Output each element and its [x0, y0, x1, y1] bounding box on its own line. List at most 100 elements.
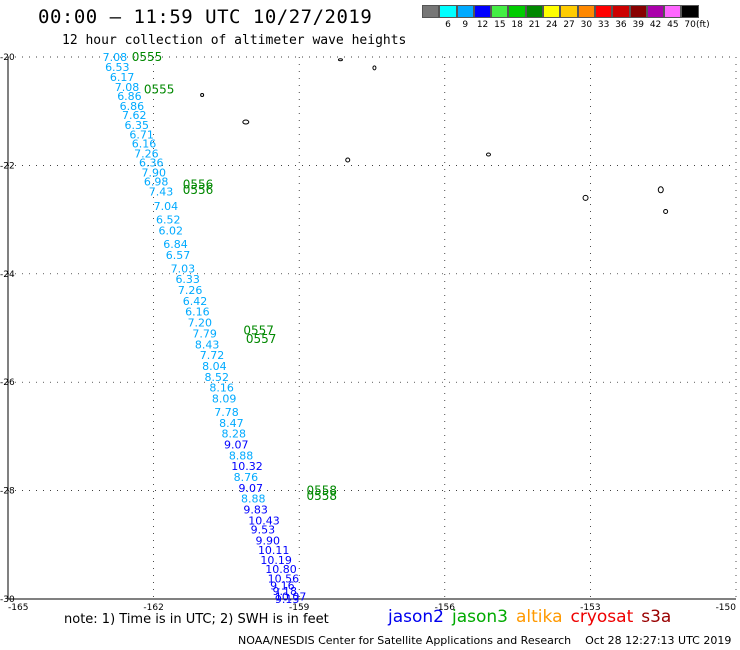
wave-height-value: 8.88	[241, 493, 266, 506]
legend-swatch	[508, 5, 526, 18]
legend-swatch	[473, 5, 492, 18]
pass-time-label: 0556	[183, 183, 214, 197]
wave-height-value: 8.76	[234, 471, 259, 484]
wave-height-value: 8.52	[205, 371, 230, 384]
legend-swatch	[577, 5, 595, 18]
wave-height-value: 7.72	[200, 349, 225, 362]
island-outline	[337, 58, 343, 62]
credit-text: NOAA/NESDIS Center for Satellite Applica…	[238, 634, 572, 647]
wave-height-value: 10.43	[248, 514, 279, 527]
legend-swatch	[422, 5, 440, 18]
legend-label: 45	[667, 20, 679, 30]
lat-tick-label: -20	[0, 53, 15, 63]
wave-height-value: 6.84	[163, 238, 188, 251]
lat-tick-label: -26	[0, 378, 15, 388]
wave-height-value: 7.26	[178, 284, 203, 297]
legend-label: 70	[684, 20, 696, 30]
wave-height-value: 9.53	[251, 524, 276, 537]
wave-height-value: 6.98	[144, 176, 169, 189]
satellite-name: s3a	[641, 607, 672, 627]
wave-height-value: 7.26	[134, 147, 159, 160]
island-outline	[582, 194, 589, 201]
lon-tick-label: -165	[8, 603, 28, 613]
lat-lon-grid	[7, 56, 737, 600]
legend-label: 21	[528, 20, 541, 30]
color-legend: 6 9 12 15 18 21 24 27 30 33 36 39 42 45 70 (ft)	[422, 5, 710, 32]
wave-height-value: 6.02	[158, 224, 183, 237]
wave-height-value: 6.86	[117, 90, 142, 103]
wave-height-value: 9.07	[239, 482, 263, 495]
island-outline	[345, 157, 351, 163]
lon-tick-label: -153	[580, 603, 600, 613]
chart-title: 00:00 – 11:59 UTC 10/27/2019	[38, 6, 373, 28]
wave-height-value: 8.09	[212, 392, 237, 405]
island-outline	[242, 119, 250, 125]
wave-height-value: 6.33	[175, 273, 200, 286]
wave-height-value: 10.32	[231, 460, 263, 473]
wave-height-value: 6.42	[183, 295, 208, 308]
wave-height-value: 7.62	[122, 109, 147, 122]
pass-time-label: 0555	[144, 83, 175, 97]
legend-label: 36	[615, 20, 627, 30]
wave-height-value: 9.16	[270, 579, 295, 592]
legend-swatch	[681, 5, 699, 18]
legend-swatch	[629, 5, 647, 18]
wave-height-value: 8.43	[195, 338, 220, 351]
legend-label: 24	[546, 20, 558, 30]
wave-height-value: 6.57	[166, 249, 191, 262]
pass-time-label: 0558	[306, 484, 337, 498]
wave-height-value: 6.71	[129, 129, 154, 142]
map-frame	[7, 57, 736, 600]
wave-height-value: 8.28	[222, 428, 247, 441]
axis-tick-labels: -20 -22 -24 -26 -28 -30-165 -162 -159 -156 -153 -1…	[0, 53, 736, 613]
pass-time-label: 0555	[132, 50, 163, 64]
wave-height-value: 7.78	[214, 406, 239, 419]
legend-swatch	[439, 5, 457, 18]
lon-tick-label: -156	[435, 603, 456, 613]
wave-height-value: 6.36	[139, 157, 164, 170]
units-note: note: 1) Time is in UTC; 2) SWH is in fe…	[64, 612, 329, 627]
satellite-name: jason2	[388, 607, 444, 627]
wave-height-value: 7.04	[154, 200, 179, 213]
legend-swatch	[664, 5, 682, 18]
legend-labels: 6 9 12 15 18 21 24 27 30 33 36 39 42 45 70 (ft)	[422, 18, 710, 32]
wave-height-value: 6.53	[105, 61, 130, 74]
satellite-name: altika	[516, 607, 563, 627]
legend-label: 18	[511, 20, 523, 30]
pass-time-label: 0557	[246, 332, 277, 346]
satellite-name: cryosat	[570, 607, 634, 627]
legend-label: 9	[462, 20, 469, 30]
wave-height-value: 6.52	[156, 214, 181, 227]
wave-height-value: 7.79	[192, 327, 217, 340]
island-outline	[372, 65, 377, 71]
island-outline	[485, 152, 491, 157]
lat-tick-label: -28	[0, 487, 15, 497]
wave-height-value: 8.88	[229, 449, 254, 462]
wave-height-value: 9.07	[224, 439, 249, 452]
legend-swatch	[525, 5, 544, 18]
wave-height-value: 6.16	[132, 138, 157, 151]
legend-swatch	[491, 5, 509, 18]
legend-swatch	[612, 5, 630, 18]
island-outlines	[200, 58, 669, 214]
lon-tick-label: -159	[289, 603, 310, 613]
wave-height-value: 10.56	[268, 572, 300, 585]
wave-height-value: 7.08	[115, 81, 140, 94]
wave-height-value: 9.83	[243, 504, 267, 517]
wave-height-value: 10.11	[258, 544, 290, 557]
wave-height-value: 6.17	[110, 71, 135, 84]
wave-height-value: 10.80	[265, 563, 297, 576]
legend-swatch	[646, 5, 665, 18]
wave-height-value: 10.07	[275, 590, 307, 603]
legend-label: 39	[632, 20, 644, 30]
wave-height-value: 6.35	[124, 119, 149, 132]
lon-tick-label: -150	[716, 603, 737, 613]
legend-swatch	[543, 5, 561, 18]
legend-label: 33	[597, 20, 610, 30]
legend-swatch	[560, 5, 578, 18]
legend-swatch	[456, 5, 474, 18]
island-outline	[657, 186, 664, 194]
wave-height-value: 8.47	[219, 417, 244, 430]
